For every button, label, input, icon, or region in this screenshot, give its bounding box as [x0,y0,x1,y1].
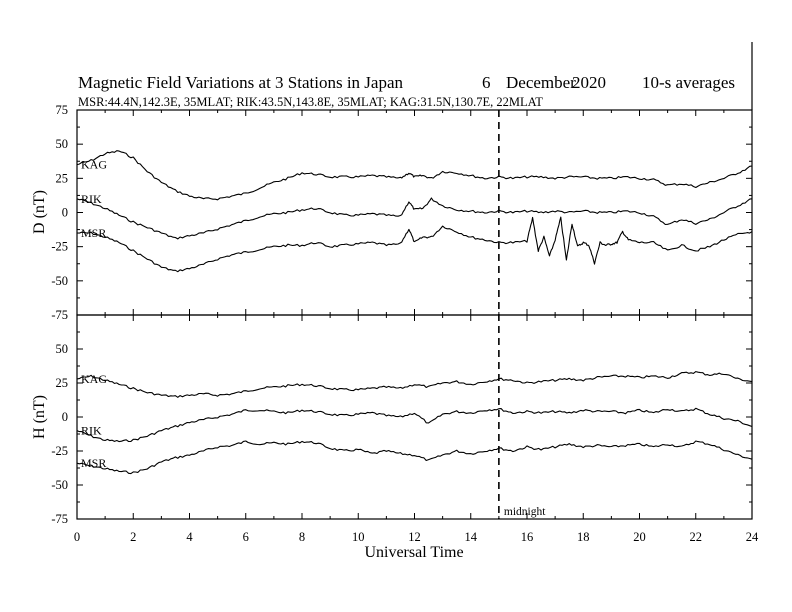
x-tick-label: 4 [186,530,193,544]
series-label-kag: KAG [81,158,107,172]
x-tick-label: 16 [521,530,534,544]
header: Magnetic Field Variations at 3 Stations … [78,73,735,109]
x-tick-label: 24 [746,530,759,544]
averaging-label: 10-s averages [642,73,735,92]
d-panel-ylabel: D (nT) [31,190,48,234]
x-tick-label: 18 [577,530,590,544]
series-line-kag [76,150,753,201]
y-tick-label: 25 [56,171,69,185]
y-tick-label: 50 [56,137,69,151]
series-label-kag: KAG [81,372,107,386]
y-tick-label: 0 [62,410,68,424]
y-tick-label: -50 [51,274,68,288]
series-line-rik [76,197,753,240]
h-panel: 50 25 0 -25 -50 -75 KAG RIK MSR [51,314,753,526]
y-tick-label: -50 [51,478,68,492]
date-year: 2020 [572,73,606,92]
y-tick-label: 0 [62,206,68,220]
x-axis-label: Universal Time [364,544,463,561]
series-label-rik: RIK [81,192,102,206]
series-line-rik [76,407,753,443]
y-tick-label: -75 [51,512,68,526]
y-tick-label: -25 [51,240,68,254]
h-panel-ylabel: H (nT) [31,395,48,439]
y-tick-label: 75 [56,103,69,117]
series-label-rik: RIK [81,424,102,438]
ylabels: D (nT) H (nT) [31,190,48,439]
plot-frame [76,314,753,520]
x-tick-label: 2 [130,530,136,544]
y-tick-label: -25 [51,444,68,458]
y-tick-label: 25 [56,376,69,390]
x-tick-label: 20 [633,530,646,544]
x-tick-label: 6 [243,530,249,544]
series-line-msr [76,440,753,475]
series-line-msr [76,216,753,273]
station-subtitle: MSR:44.4N,142.3E, 35MLAT; RIK:43.5N,143.… [78,95,543,109]
series-label-msr: MSR [81,456,106,470]
d-panel: 75 50 25 0 -25 -50 -75 KAG RIK MSR [51,103,753,322]
y-tick-label: -75 [51,308,68,322]
plot-frame [76,109,753,316]
x-axis: 0 2 4 6 8 10 12 14 16 18 20 22 24 [74,530,759,544]
x-tick-label: 14 [465,530,478,544]
date-month: December [506,73,576,92]
x-tick-label: 12 [408,530,421,544]
x-tick-label: 8 [299,530,305,544]
y-tick-label: 50 [56,342,69,356]
chart-title: Magnetic Field Variations at 3 Stations … [78,73,404,92]
series-label-msr: MSR [81,226,106,240]
series-line-kag [76,371,753,398]
x-tick-label: 10 [352,530,365,544]
x-tick-label: 22 [690,530,703,544]
date-day: 6 [482,73,491,92]
midnight-label: midnight [504,506,546,518]
x-tick-label: 0 [74,530,80,544]
